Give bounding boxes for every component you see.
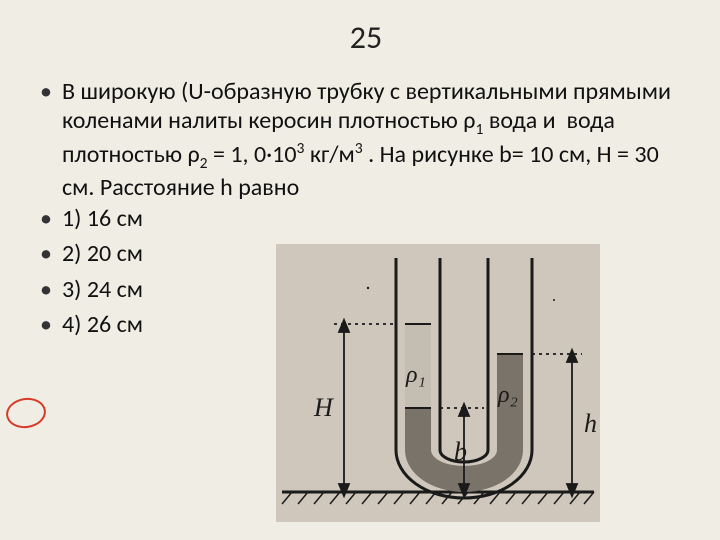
answer-circle-annotation [4,395,48,430]
option-1: 1) 16 см [40,204,692,233]
question-text: В широкую (U-образную трубку с вертикаль… [40,77,692,202]
label-h: h [584,409,597,438]
label-H: H [313,393,334,422]
slide-title: 25 [40,18,692,57]
label-b: b [454,437,467,466]
label-rho2: ρ₂ [497,382,518,408]
u-tube-diagram: H b h ρ₁ ρ₂ [258,240,618,530]
label-rho1: ρ₁ [405,362,426,388]
